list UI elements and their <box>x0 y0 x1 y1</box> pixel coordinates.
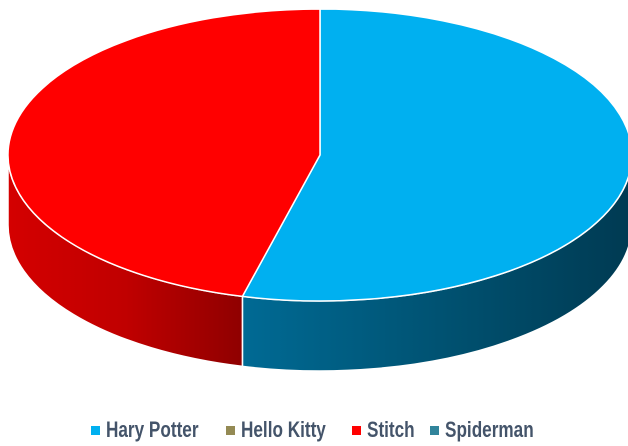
legend-item-spiderman: Spiderman <box>430 417 537 443</box>
legend-swatch <box>430 425 440 435</box>
legend-item-hello-kitty: Hello Kitty <box>226 417 328 443</box>
legend-item-stitch: Stitch <box>352 417 415 443</box>
legend-label: Hello Kitty <box>241 417 327 442</box>
slice-stitch <box>7 8 321 298</box>
legend-label: Stitch <box>367 417 415 442</box>
legend-swatch <box>226 425 236 435</box>
legend-swatch <box>352 425 362 435</box>
pie-top-faces <box>7 8 628 302</box>
legend-swatch <box>90 425 100 435</box>
legend-item-hary-potter: Hary Potter <box>90 417 203 443</box>
legend: Hary Potter Hello Kitty Stitch Spiderman <box>0 414 628 446</box>
legend-label: Hary Potter <box>105 417 199 442</box>
slice-hary-potter <box>241 8 628 302</box>
legend-label: Spiderman <box>445 417 535 442</box>
